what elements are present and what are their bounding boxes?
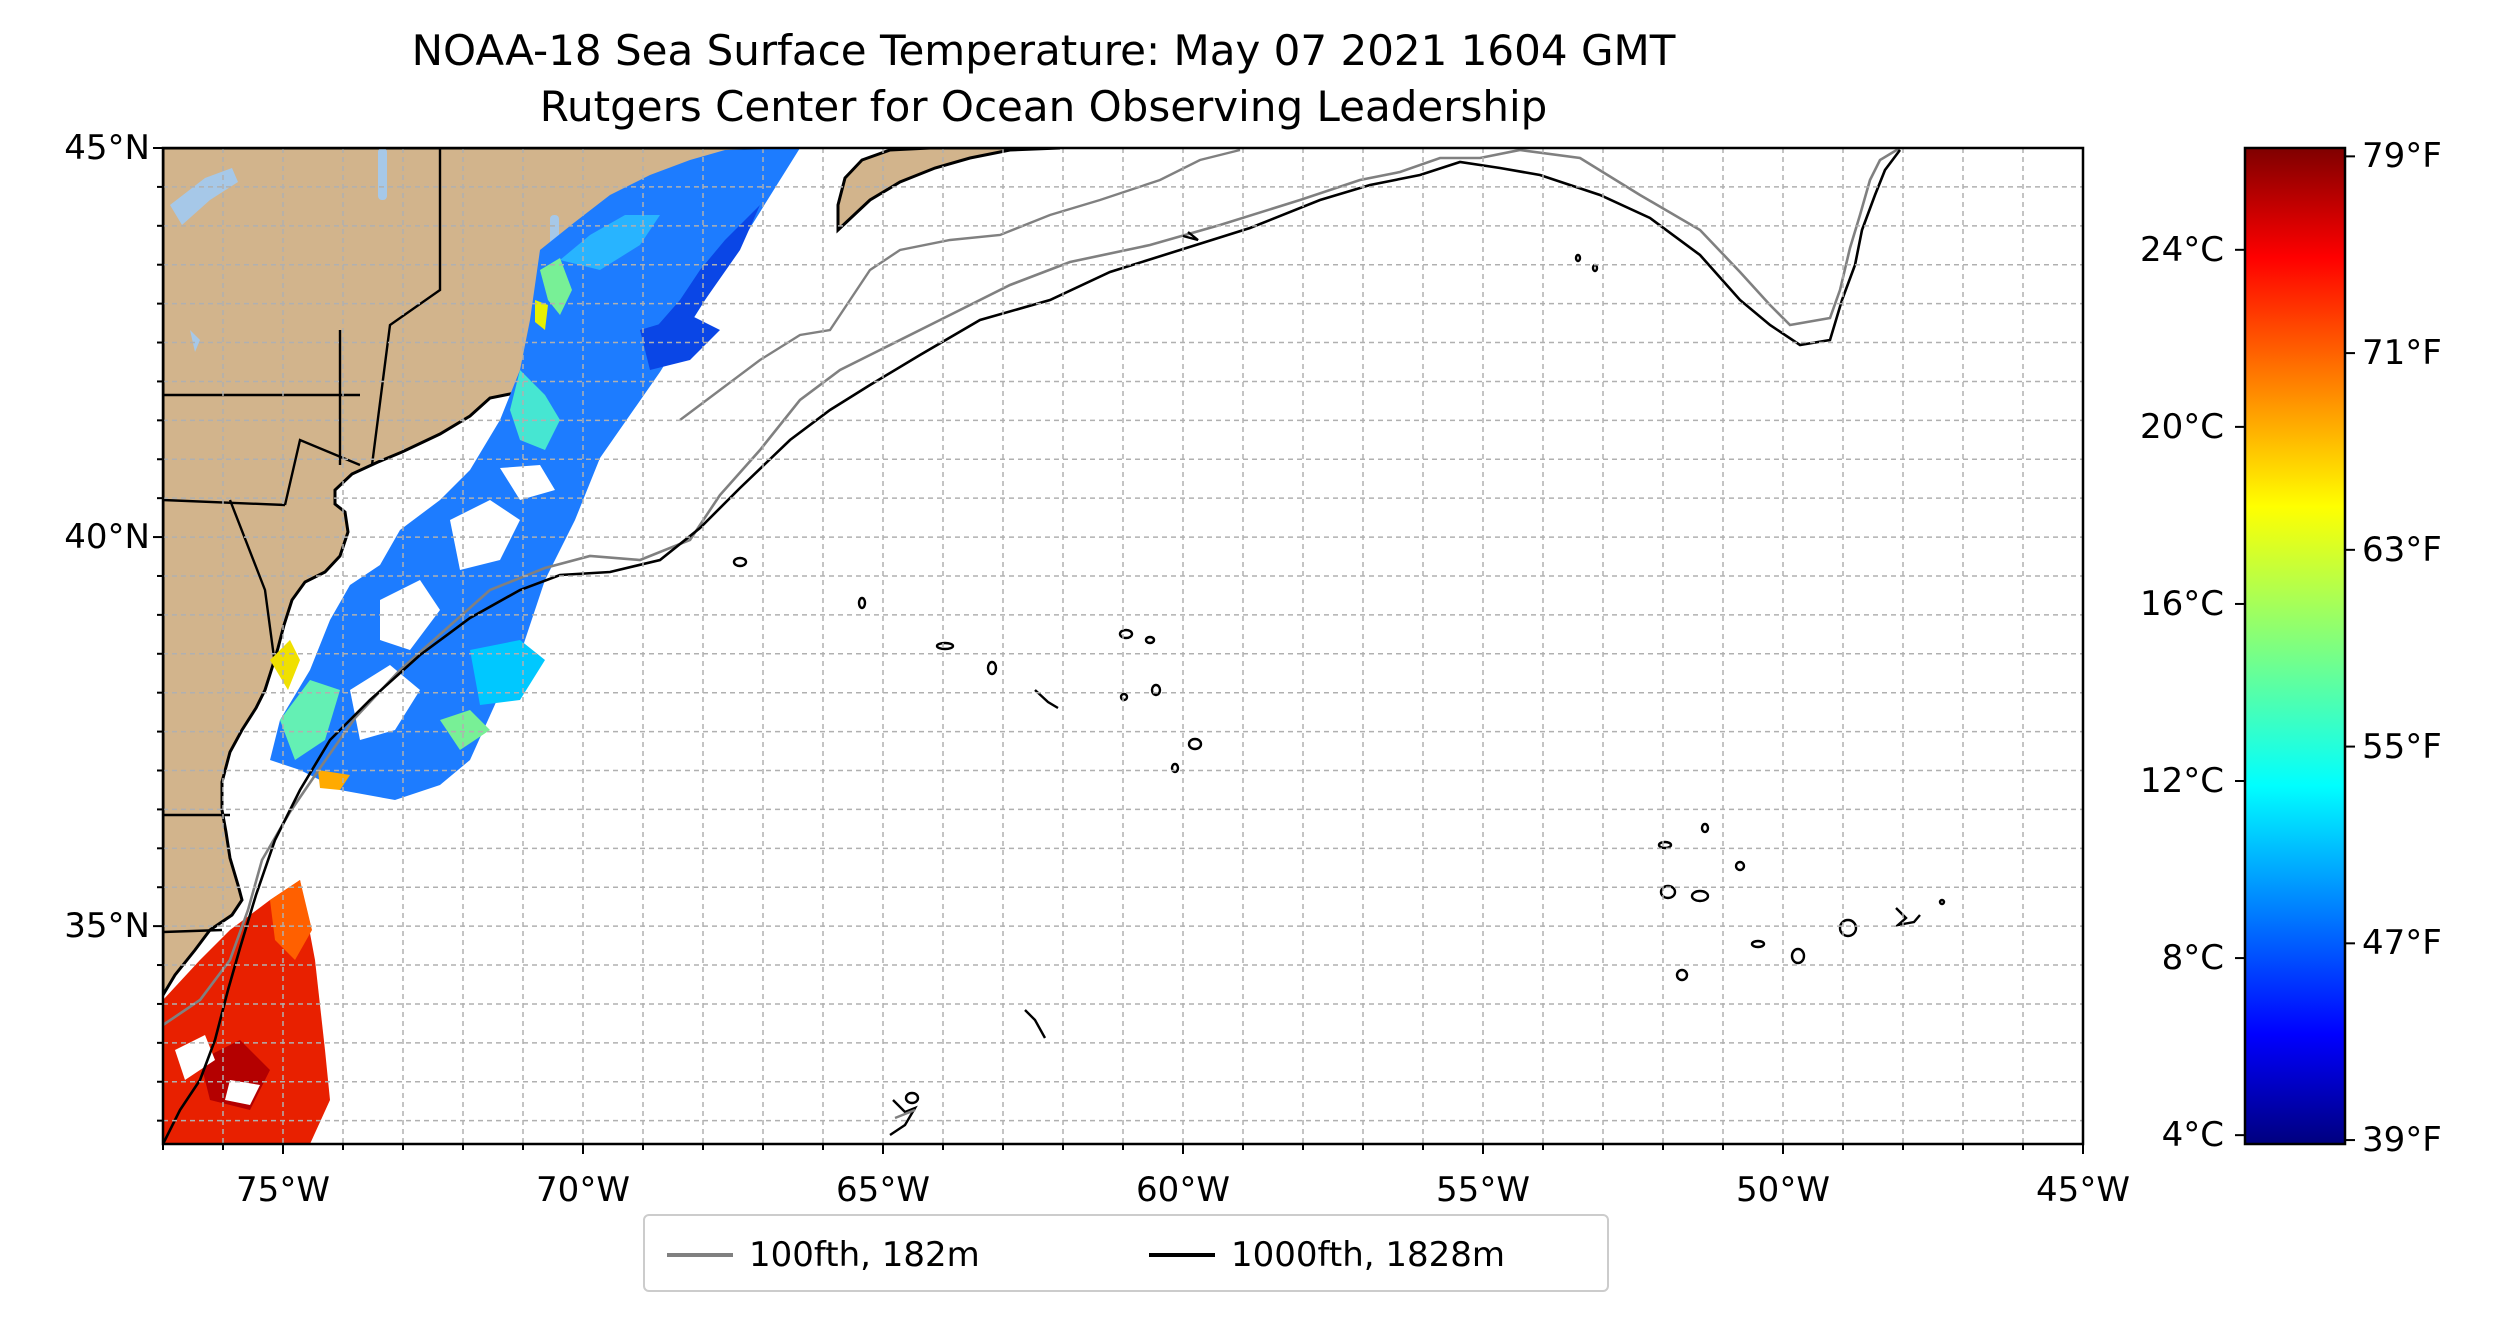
colorbar-fahrenheit-label: 47°F [2362,923,2442,964]
lon-label: 50°W [1736,1170,1830,1210]
lon-label: 45°W [2036,1170,2130,1210]
colorbar [2243,146,2347,1146]
legend-swatch [1149,1253,1215,1257]
colorbar-celsius-label: 16°C [2139,583,2224,624]
colorbar-fahrenheit-label: 39°F [2362,1120,2442,1161]
contour-1000fth [163,149,1902,1144]
colorbar-fahrenheit-label: 55°F [2362,726,2442,767]
lat-label: 45°N [64,128,150,168]
colorbar-fahrenheit-label: 63°F [2362,529,2442,570]
lon-label: 75°W [236,1170,330,1210]
colorbar-celsius-label: 20°C [2139,406,2224,447]
seamounts [732,231,1946,1136]
colorbar-celsius-label: 8°C [2161,938,2224,979]
axis-ticks [153,147,2084,1154]
colorbar-fahrenheit-label: 71°F [2362,333,2442,374]
legend-label: 1000fth, 1828m [1231,1235,1506,1275]
chart-title: NOAA-18 Sea Surface Temperature: May 07 … [411,26,1676,75]
chart-subtitle: Rutgers Center for Ocean Observing Leade… [539,82,1548,131]
lon-label: 60°W [1136,1170,1230,1210]
colorbar-celsius-label: 12°C [2139,761,2224,801]
state-borders [163,148,442,934]
legend-swatch [667,1253,733,1257]
legend-label: 100fth, 182m [749,1235,980,1275]
colorbar-fahrenheit-label: 79°F [2362,136,2442,177]
lon-label: 55°W [1436,1170,1530,1210]
lon-label: 65°W [836,1170,930,1210]
lat-label: 35°N [64,906,150,947]
nova-scotia-land [836,148,1061,234]
lon-label: 70°W [536,1170,630,1210]
colorbar-ticks [2235,155,2355,1142]
colorbar-celsius-label: 4°C [2161,1115,2224,1156]
lat-label: 40°N [64,517,150,558]
contour-100fth [163,148,1901,1027]
colorbar-celsius-label: 24°C [2139,229,2224,270]
legend: 100fth, 182m 1000fth, 1828m [643,1214,1609,1292]
